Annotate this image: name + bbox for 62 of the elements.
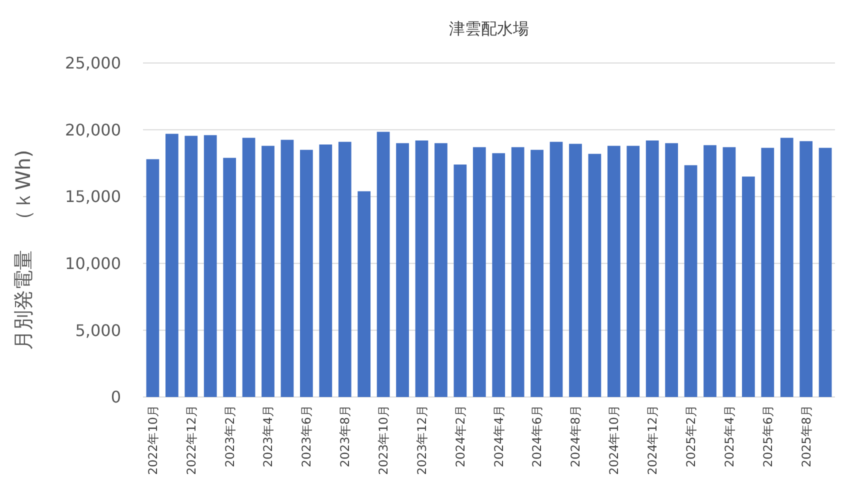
x-tick-label: 2024年8月: [568, 405, 583, 468]
bar: [722, 147, 736, 397]
bar: [530, 150, 544, 397]
y-axis-title: 月別発電量 （ｋWh): [11, 150, 35, 350]
bar: [742, 176, 755, 397]
bar: [242, 138, 256, 397]
bar: [761, 148, 774, 397]
x-tick-label: 2023年6月: [300, 405, 314, 468]
bar: [511, 147, 524, 397]
bar: [550, 142, 563, 397]
x-tick-label: 2023年2月: [222, 405, 237, 468]
bar: [472, 147, 486, 397]
x-tick-label: 2022年12月: [184, 405, 198, 475]
bar: [262, 146, 274, 397]
bar: [665, 143, 678, 397]
bar: [223, 158, 236, 397]
x-tick-label: 2023年10月: [376, 405, 391, 475]
bar: [800, 141, 813, 397]
x-tick-label: 2022年10月: [146, 405, 160, 475]
bar: [454, 164, 467, 397]
bar: [184, 136, 198, 397]
bar: [684, 165, 698, 397]
chart-title: 津雲配水場: [449, 19, 529, 38]
bar: [780, 138, 794, 397]
x-tick-label: 2025年4月: [722, 405, 736, 468]
x-tick-label: 2023年12月: [414, 405, 429, 475]
x-tick-label: 2025年8月: [799, 405, 814, 468]
bar: [626, 146, 640, 397]
bar: [319, 144, 332, 397]
bar: [492, 153, 506, 397]
bar: [434, 143, 448, 397]
bar: [338, 142, 352, 397]
bar: [415, 140, 428, 397]
bar: [204, 135, 217, 397]
bar: [704, 145, 716, 397]
bar: [165, 134, 178, 397]
x-tick-label: 2025年6月: [760, 405, 775, 468]
x-tick-label: 2024年12月: [646, 405, 660, 475]
bar: [396, 143, 409, 397]
y-tick-label: 5,000: [75, 320, 121, 340]
y-tick-label: 15,000: [65, 187, 121, 206]
x-tick-label: 2024年6月: [530, 405, 544, 468]
bar: [646, 140, 659, 397]
bar: [818, 148, 832, 397]
bar: [358, 191, 371, 397]
x-tick-label: 2024年4月: [492, 405, 506, 468]
x-tick-label: 2023年4月: [261, 405, 276, 468]
bar: [607, 146, 620, 397]
bar: [280, 140, 294, 397]
y-tick-label: 10,000: [65, 254, 121, 273]
bar: [146, 159, 160, 397]
x-tick-label: 2025年2月: [684, 405, 698, 468]
y-tick-label: 25,000: [65, 54, 121, 73]
bar: [569, 144, 582, 397]
bar: [376, 132, 390, 397]
bar: [588, 154, 602, 397]
y-tick-label: 0: [110, 388, 121, 407]
x-tick-label: 2024年10月: [607, 405, 622, 475]
x-tick-label: 2023年8月: [338, 405, 352, 468]
x-tick-label: 2024年2月: [453, 405, 468, 468]
bar: [300, 150, 313, 397]
y-tick-label: 20,000: [65, 120, 121, 140]
